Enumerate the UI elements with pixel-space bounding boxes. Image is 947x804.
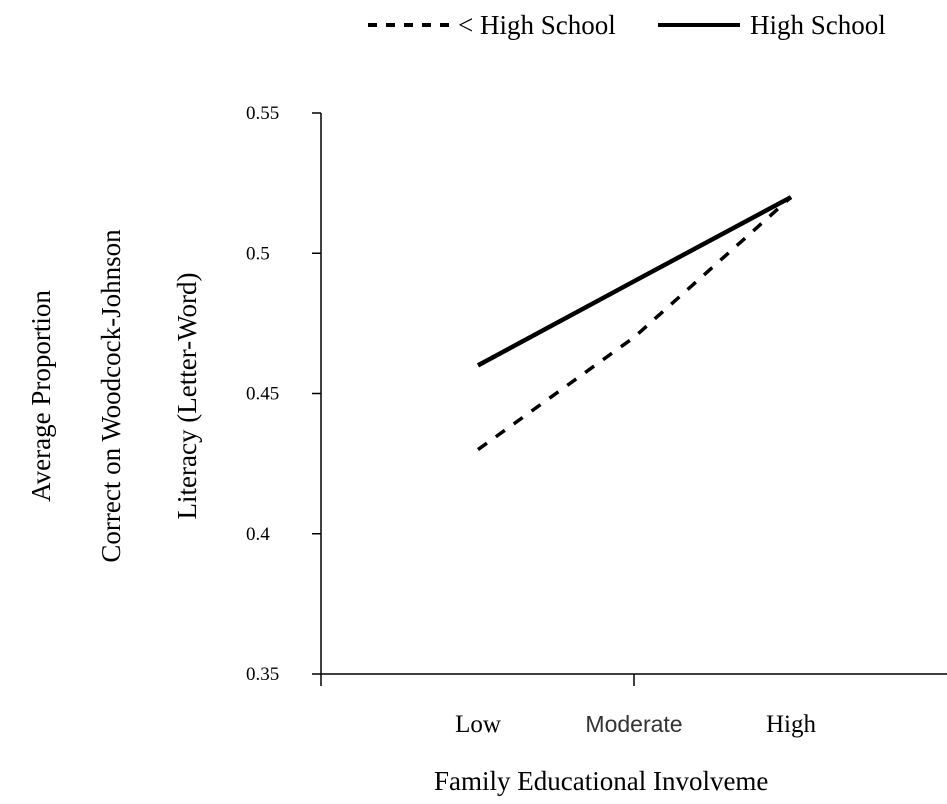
y-tick-label-2: 0.45 [246, 384, 279, 405]
x-ticks: Low Moderate High [320, 674, 817, 738]
series-line-1 [476, 195, 793, 368]
x-tick-label-low: Low [455, 711, 501, 738]
x-tick-label-moderate: Moderate [585, 711, 682, 737]
legend-label-less-than-high-school: < High School [458, 10, 616, 40]
y-axis-title: Average Proportion Correct on Woodcock-J… [26, 229, 202, 563]
y-axis-title-line-3: Literacy (Letter-Word) [172, 273, 202, 520]
y-tick-label-0: 0.35 [246, 664, 279, 685]
series-lines [476, 195, 793, 452]
axes: 0.35 0.4 0.45 0.5 0.55 Low Moderate High [246, 103, 947, 738]
legend-label-high-school: High School [750, 10, 886, 40]
y-ticks: 0.35 0.4 0.45 0.5 0.55 [246, 103, 321, 685]
legend: < High School High School [368, 10, 886, 40]
x-tick-label-high: High [766, 711, 817, 738]
y-tick-label-3: 0.5 [246, 243, 270, 264]
y-axis-title-line-1: Average Proportion [26, 290, 56, 502]
y-tick-label-1: 0.4 [246, 524, 270, 545]
y-axis-title-line-2: Correct on Woodcock-Johnson [96, 229, 126, 563]
series-line-0 [476, 195, 793, 452]
x-axis-title: Family Educational Involveme [434, 766, 768, 796]
y-tick-label-4: 0.55 [246, 103, 279, 124]
